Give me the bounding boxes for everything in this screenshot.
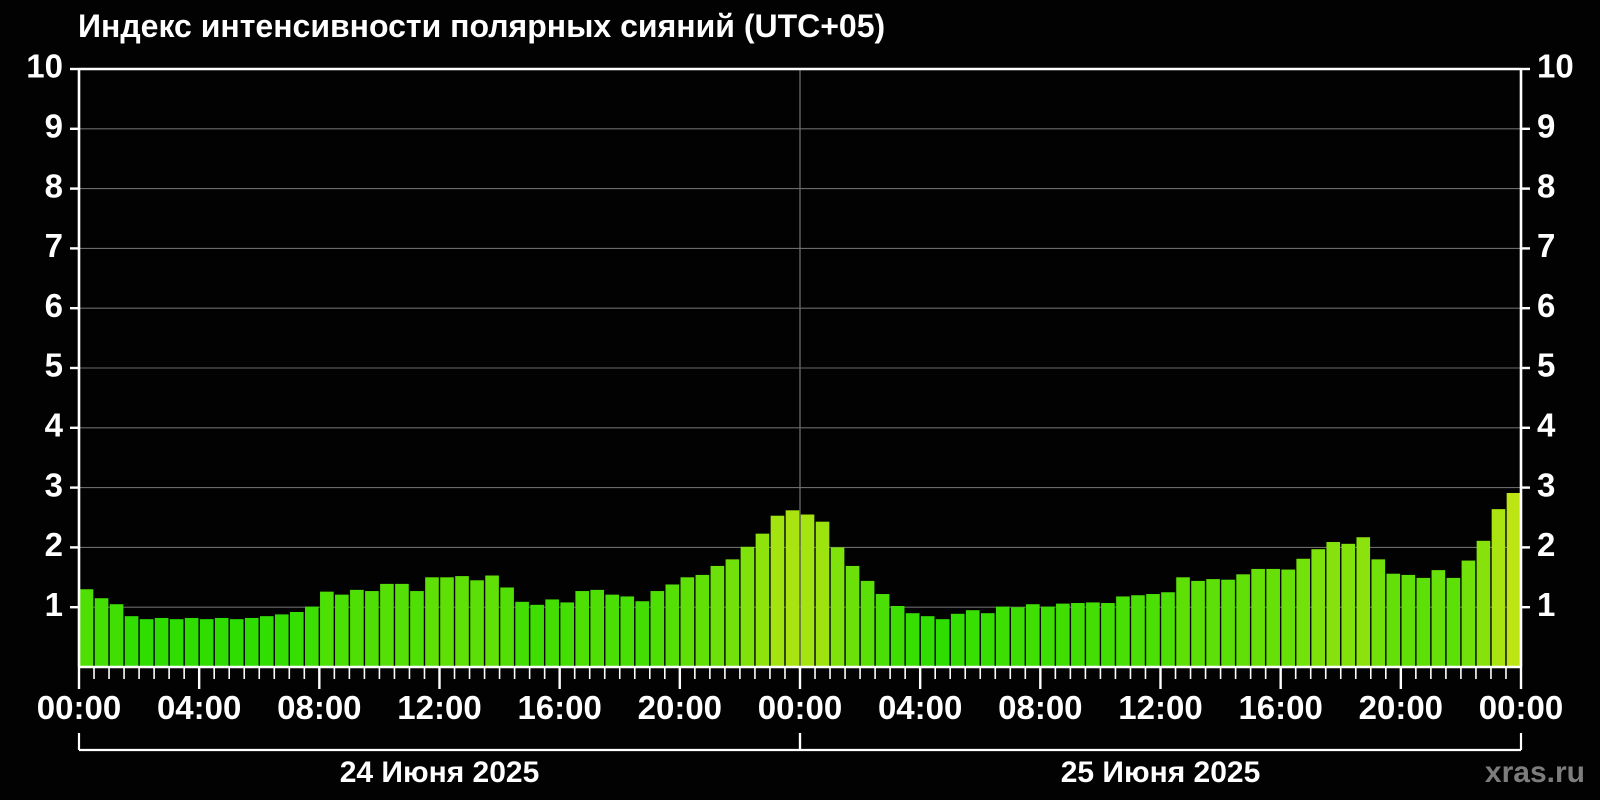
svg-text:9: 9 [45,108,63,145]
svg-text:20:00: 20:00 [638,689,722,726]
svg-text:5: 5 [45,347,63,384]
svg-text:08:00: 08:00 [998,689,1082,726]
svg-text:04:00: 04:00 [157,689,241,726]
svg-text:9: 9 [1537,108,1555,145]
svg-text:00:00: 00:00 [37,689,121,726]
svg-text:6: 6 [45,287,63,324]
svg-text:16:00: 16:00 [1238,689,1322,726]
svg-text:16:00: 16:00 [517,689,601,726]
svg-text:2: 2 [1537,526,1555,563]
svg-text:25 Июня 2025: 25 Июня 2025 [1061,756,1261,789]
svg-text:1: 1 [45,586,63,623]
svg-text:1: 1 [1537,586,1555,623]
svg-text:12:00: 12:00 [1118,689,1202,726]
svg-text:4: 4 [1537,407,1556,444]
svg-text:7: 7 [1537,227,1555,264]
svg-text:08:00: 08:00 [277,689,361,726]
svg-text:12:00: 12:00 [397,689,481,726]
svg-text:5: 5 [1537,347,1555,384]
svg-text:3: 3 [45,466,63,503]
svg-text:10: 10 [26,48,63,85]
svg-text:7: 7 [45,227,63,264]
svg-text:10: 10 [1537,48,1574,85]
svg-text:24 Июня 2025: 24 Июня 2025 [340,756,540,789]
svg-text:3: 3 [1537,466,1555,503]
svg-text:20:00: 20:00 [1359,689,1443,726]
svg-text:4: 4 [45,407,64,444]
svg-text:00:00: 00:00 [758,689,842,726]
svg-text:8: 8 [45,167,63,204]
svg-text:Индекс интенсивности полярных: Индекс интенсивности полярных сияний (UT… [78,8,885,44]
svg-text:6: 6 [1537,287,1555,324]
svg-text:00:00: 00:00 [1479,689,1563,726]
svg-text:xras.ru: xras.ru [1485,756,1585,789]
svg-text:8: 8 [1537,167,1555,204]
svg-text:2: 2 [45,526,63,563]
svg-text:04:00: 04:00 [878,689,962,726]
